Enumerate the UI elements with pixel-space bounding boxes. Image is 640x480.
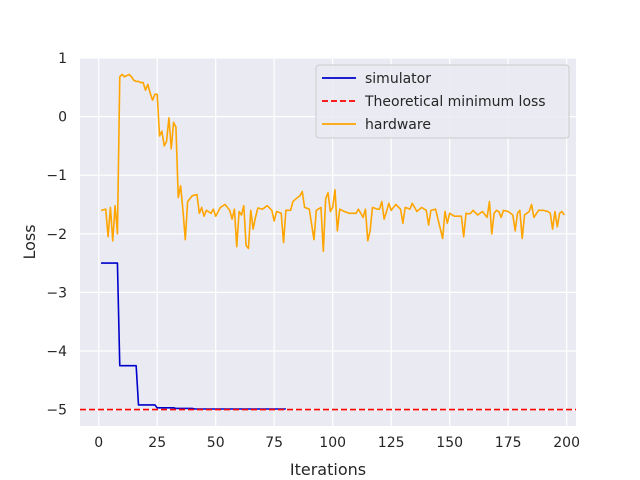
- legend-box: [315, 64, 570, 139]
- x-tick-labels: 0 25 50 75 100 125 150 175 200: [94, 435, 580, 451]
- y-tick-label: −5: [46, 403, 67, 419]
- x-tick-label: 200: [553, 435, 580, 451]
- x-tick-label: 150: [436, 435, 463, 451]
- series-line-simulator: [101, 262, 286, 410]
- legend-label: hardware: [365, 117, 431, 133]
- y-tick-label: 0: [58, 110, 67, 126]
- series-line-hardware: [100, 73, 565, 253]
- series-layer: [80, 73, 576, 411]
- legend-label: simulator: [365, 71, 431, 87]
- y-axis-label: Loss: [20, 224, 39, 259]
- x-tick-label: 50: [207, 435, 225, 451]
- x-tick-label: 100: [319, 435, 346, 451]
- y-tick-label: 1: [58, 51, 67, 67]
- y-tick-labels: −5 −4 −3 −2 −1 0 1: [46, 51, 67, 419]
- legend: simulator Theoretical minimum loss hardwar…: [315, 64, 570, 139]
- x-tick-label: 25: [148, 435, 166, 451]
- x-tick-label: 175: [495, 435, 522, 451]
- y-tick-label: −1: [46, 168, 67, 184]
- legend-label: Theoretical minimum loss: [364, 94, 546, 110]
- x-tick-label: 0: [94, 435, 103, 451]
- y-tick-label: −3: [46, 285, 67, 301]
- y-tick-label: −2: [46, 227, 67, 243]
- x-tick-label: 125: [378, 435, 405, 451]
- x-tick-label: 75: [265, 435, 283, 451]
- y-tick-label: −4: [46, 344, 67, 360]
- x-axis-label: Iterations: [290, 460, 366, 479]
